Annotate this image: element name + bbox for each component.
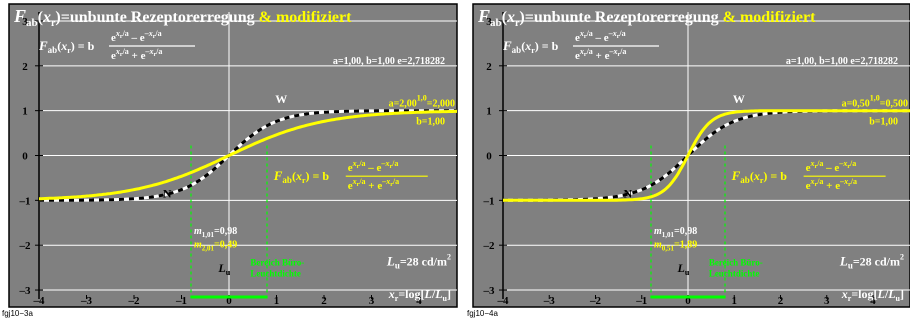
lum-label: Lu=28 cd/m2 <box>386 252 451 270</box>
x-tick-label: 4 <box>416 295 422 307</box>
formula-top-numerator: exr/a – e–xr/a <box>575 29 626 44</box>
x-tick-label: 1 <box>732 295 738 307</box>
x-tick-label: 1 <box>274 295 280 307</box>
x-tick-label: 3 <box>369 295 375 307</box>
x-tick-label: –1 <box>635 295 647 307</box>
x-tick-label: –1 <box>175 295 187 307</box>
modified-curve <box>503 109 910 202</box>
x-tick-label: 3 <box>824 295 830 307</box>
formula-top: Fab(xr) = b <box>38 38 95 55</box>
y-tick-label: –2 <box>19 240 32 252</box>
y-tick-label: 1 <box>486 106 492 118</box>
m2-label: m2,01=0,49 <box>194 239 237 252</box>
m1-label: m1,01=0,98 <box>194 226 237 239</box>
bereich-label-1: Bereich Büro- <box>709 257 763 267</box>
x-tick-label: 0 <box>226 295 232 307</box>
x-axis-label: xr=log[L/Lu] <box>841 287 904 303</box>
x-tick-label: –2 <box>589 295 602 307</box>
x-tick-label: –4 <box>497 295 510 307</box>
m2-label: m0,51=1,89 <box>654 239 697 252</box>
b-label: b=1,00 <box>416 117 445 128</box>
formula-yellow-numerator: exr/a – e–xr/a <box>806 159 857 174</box>
b-label: b=1,00 <box>869 117 898 128</box>
formula-yellow: Fab(xr) = b <box>273 168 330 185</box>
y-tick-label: 1 <box>22 106 28 118</box>
a-label: a=2,001,0=2,000 <box>389 94 455 110</box>
y-tick-label: 2 <box>486 61 492 73</box>
y-tick-label: –3 <box>19 285 32 297</box>
label-N: N <box>624 187 633 201</box>
m1-label: m1,01=0,98 <box>654 226 697 239</box>
bereich-label-1: Bereich Büro- <box>250 257 304 267</box>
x-axis-label: xr=log[L/Lu] <box>388 287 451 303</box>
label-W: W <box>275 92 287 106</box>
formula-top-numerator: exr/a – e–xr/a <box>111 29 162 44</box>
label-N: N <box>163 187 172 201</box>
y-tick-label: 3 <box>486 16 492 28</box>
x-tick-label: –2 <box>128 295 141 307</box>
x-tick-label: –3 <box>80 295 93 307</box>
bereich-label-2: Leuchtdichte <box>250 268 301 278</box>
formula-yellow-numerator: exr/a – e–xr/a <box>348 159 399 174</box>
modified-curve <box>39 109 457 201</box>
x-tick-label: 2 <box>321 295 327 307</box>
caption-left: fgj10−3a <box>2 309 33 318</box>
title: Fab(xr)=unbunte Rezeptorerregung & modif… <box>13 6 352 29</box>
y-tick-label: 0 <box>22 151 28 163</box>
params-text: a=1,00, b=1,00 e=2,718282 <box>786 56 898 67</box>
label-W: W <box>733 92 745 106</box>
formula-top: Fab(xr) = b <box>502 38 559 55</box>
reference-curve-black <box>39 109 457 202</box>
y-tick-label: –1 <box>19 195 31 207</box>
lum-label-small: Lu <box>676 261 689 277</box>
a-label: a=0,501,0=0,500 <box>842 94 908 110</box>
y-tick-label: –3 <box>483 285 496 297</box>
lum-label-small: Lu <box>217 261 230 277</box>
x-tick-label: –3 <box>543 295 556 307</box>
x-tick-label: 4 <box>870 295 876 307</box>
y-tick-label: –1 <box>483 195 495 207</box>
formula-yellow: Fab(xr) = b <box>731 168 788 185</box>
x-tick-label: 2 <box>778 295 784 307</box>
y-tick-label: 0 <box>486 151 492 163</box>
formula-top-denominator: exr/a + e–xr/a <box>575 47 626 62</box>
formula-top-denominator: exr/a + e–xr/a <box>111 47 162 62</box>
y-tick-label: 2 <box>22 61 28 73</box>
formula-yellow-denominator: exr/a + e–xr/a <box>348 177 399 192</box>
params-text: a=1,00, b=1,00 e=2,718282 <box>333 56 445 67</box>
title: Fab(xr)=unbunte Rezeptorerregung & modif… <box>477 6 816 29</box>
lum-label: Lu=28 cd/m2 <box>839 252 904 270</box>
caption-right: fgj10−4a <box>467 309 498 318</box>
x-tick-label: 0 <box>685 295 691 307</box>
y-tick-label: –2 <box>483 240 496 252</box>
x-tick-label: –4 <box>33 295 46 307</box>
formula-yellow-denominator: exr/a + e–xr/a <box>806 177 857 192</box>
y-tick-label: 3 <box>22 16 28 28</box>
bereich-label-2: Leuchtdichte <box>709 268 760 278</box>
